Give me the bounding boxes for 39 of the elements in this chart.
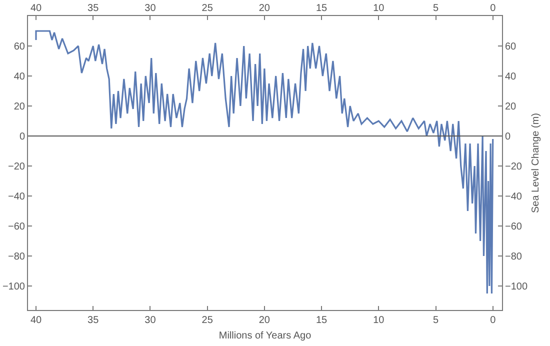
x2-tick-label: 0 [490,315,496,326]
y2-tick-label: 0 [505,132,511,142]
x2-tick-label: 5 [432,315,439,326]
x2-tick-label: 20 [258,315,270,326]
y-tick-label: 20 [14,102,26,112]
y2-tick-label: −40 [505,192,522,202]
x2-tick-label: 40 [30,315,42,326]
x-tick-label: 30 [144,3,156,14]
x2-tick-label: 25 [202,315,214,326]
y-tick-label: 60 [14,42,26,52]
y-tick-label: −40 [8,192,26,202]
y2-tick-label: 20 [505,102,517,112]
x-tick-label: 0 [490,3,496,14]
y-tick-label: 0 [19,132,26,142]
x-tick-label: 40 [30,3,42,14]
x-tick-label: 20 [258,3,270,14]
y-tick-label: −60 [8,222,26,232]
x-tick-label: 35 [88,3,100,14]
y2-axis-title: Sea Level Change (m) [530,112,542,214]
x-tick-label: 25 [202,3,214,14]
x2-tick-label: 35 [88,315,100,326]
y2-tick-label: −20 [505,162,522,172]
y-tick-label: −20 [8,162,26,172]
line-series [35,30,494,294]
x2-tick-label: 15 [316,315,328,326]
y2-tick-label: 40 [505,72,517,82]
x2-tick-label: 30 [144,315,156,326]
x2-tick-label: 10 [373,315,385,326]
y2-tick-label: −80 [505,252,522,262]
y2-tick-label: −100 [505,282,528,292]
y-tick-label: −80 [8,252,26,262]
y2-tick-label: 60 [505,42,517,52]
y2-tick-label: −60 [505,222,522,232]
y-tick-label: 40 [14,72,26,82]
y-tick-label: −100 [2,282,26,292]
x-tick-label: 10 [373,3,385,14]
x-tick-label: 15 [316,3,328,14]
x-tick-label: 5 [432,3,439,14]
x-axis-title: Millions of Years Ago [218,330,312,342]
